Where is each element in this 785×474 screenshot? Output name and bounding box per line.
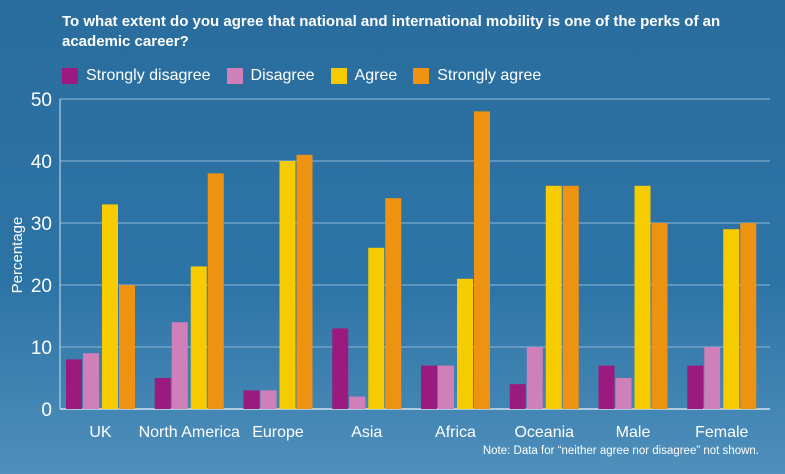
bar-agree [634, 185, 651, 409]
bar-disagree [83, 353, 99, 409]
bar-disagree [526, 347, 543, 409]
bar-strongly-disagree [687, 365, 704, 409]
bar-strongly-disagree [66, 359, 82, 409]
x-tick-label: Asia [351, 424, 382, 441]
bar-strongly-agree [296, 154, 313, 409]
legend: Strongly disagree Disagree Agree Strongly a… [62, 67, 541, 85]
legend-item: Disagree [226, 67, 315, 85]
legend-swatch [62, 68, 78, 84]
legend-item: Strongly disagree [62, 67, 211, 85]
x-tick-label: North America [139, 424, 240, 441]
bar-strongly-agree [207, 173, 224, 409]
bar-strongly-disagree [154, 378, 171, 409]
y-tick-label: 0 [41, 400, 52, 421]
bar-agree [368, 247, 385, 409]
chart-title: To what extent do you agree that nationa… [62, 13, 721, 50]
x-tick-label: Africa [435, 424, 476, 441]
legend-label: Strongly disagree [86, 67, 211, 84]
bar-strongly-disagree [243, 390, 260, 409]
bar-disagree [438, 365, 454, 409]
bar-agree [723, 229, 740, 409]
x-tick-label: Oceania [514, 424, 574, 441]
bar-disagree [615, 378, 632, 409]
legend-swatch [330, 68, 347, 84]
y-tick-label: 50 [31, 90, 52, 111]
bar-agree [457, 278, 473, 409]
bar-strongly-agree [474, 111, 490, 410]
legend-item: Strongly agree [413, 67, 541, 85]
bar-disagree [704, 347, 721, 409]
bar-strongly-agree [651, 223, 668, 409]
x-tick-label: Female [695, 424, 748, 441]
y-tick-label: 20 [31, 276, 52, 297]
bar-disagree [260, 390, 277, 409]
y-axis-label: Percentage [9, 217, 26, 294]
bar-agree [545, 185, 562, 409]
chart-note: Note: Data for “neither agree nor disagr… [482, 445, 759, 457]
bar-strongly-agree [562, 185, 579, 409]
bar-strongly-disagree [509, 384, 526, 409]
legend-swatch [226, 68, 243, 84]
legend-item: Agree [330, 67, 398, 85]
bar-agree [279, 161, 296, 409]
bar-strongly-disagree [421, 365, 437, 409]
legend-label: Disagree [250, 67, 315, 84]
x-tick-label: Male [616, 424, 651, 441]
bar-disagree [349, 396, 366, 409]
bar-agree [190, 266, 207, 409]
y-tick-label: 30 [31, 214, 52, 235]
legend-swatch [413, 68, 430, 84]
bar-disagree [171, 322, 188, 409]
bar-strongly-disagree [332, 328, 349, 409]
bar-strongly-agree [740, 223, 757, 409]
y-tick-label: 10 [31, 338, 52, 359]
x-tick-label: UK [89, 424, 112, 441]
legend-label: Agree [354, 67, 398, 84]
bar-strongly-agree [119, 285, 135, 409]
bar-strongly-agree [385, 198, 402, 409]
bar-strongly-disagree [598, 365, 615, 409]
y-tick-label: 40 [31, 152, 52, 173]
x-tick-label: Europe [252, 424, 304, 441]
bar-agree [102, 204, 118, 409]
legend-label: Strongly agree [437, 67, 542, 84]
